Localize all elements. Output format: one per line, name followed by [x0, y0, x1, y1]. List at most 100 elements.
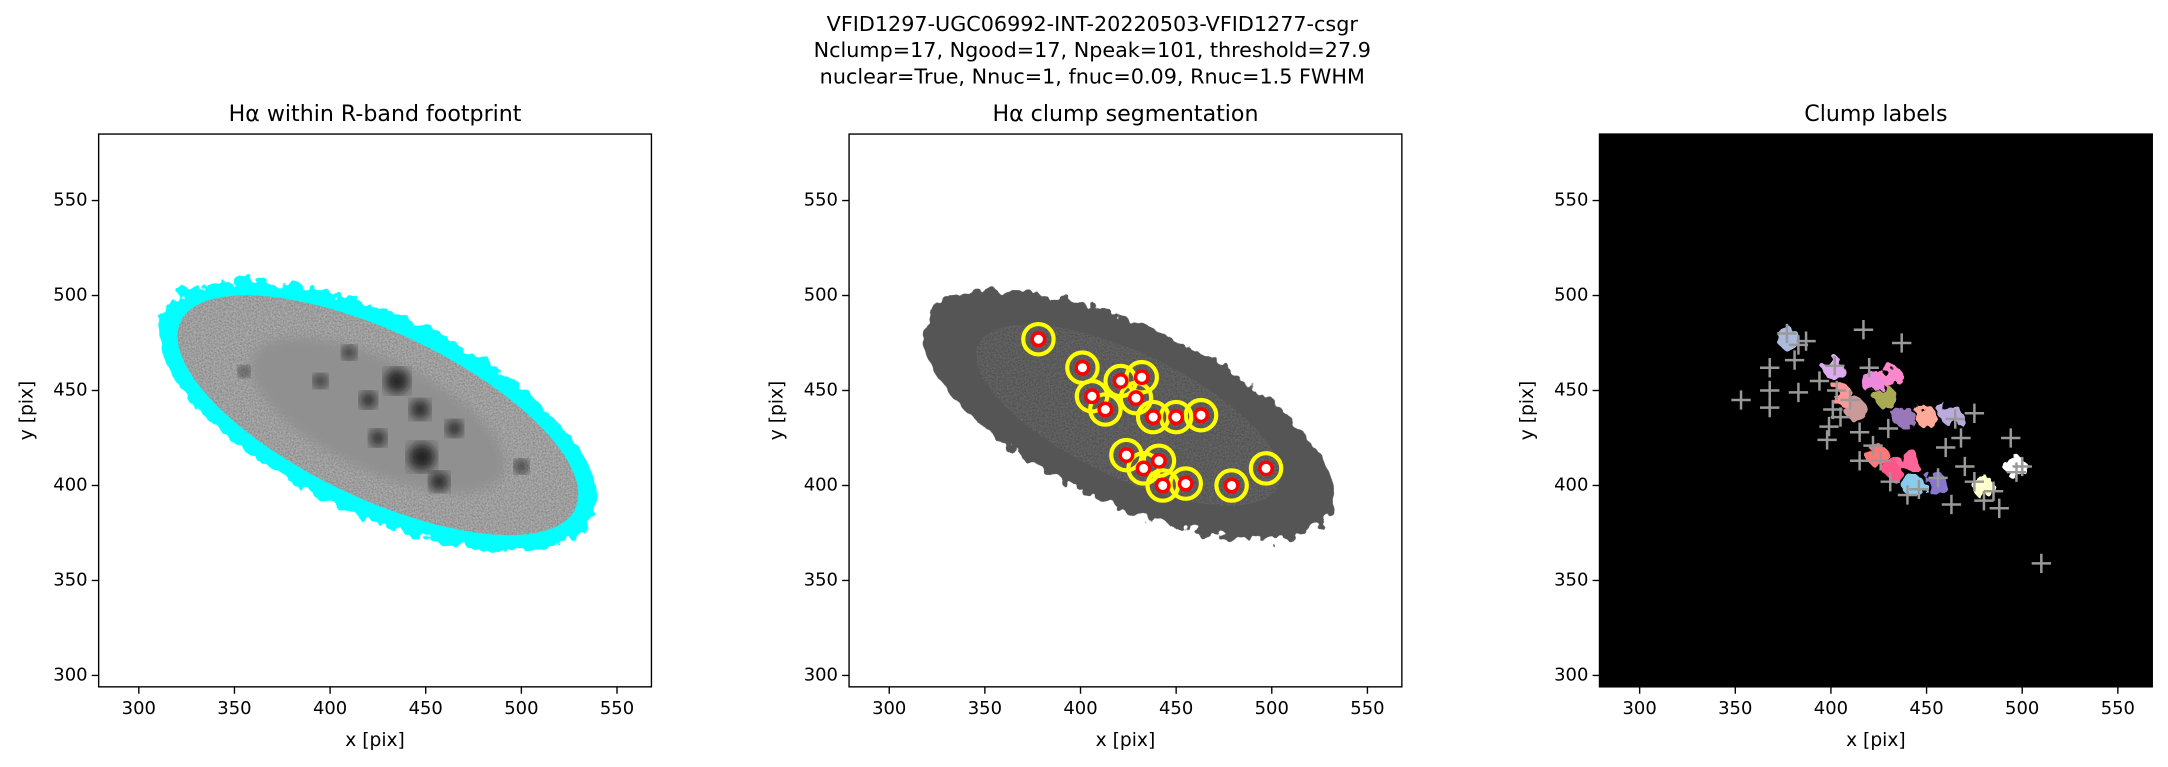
clump-marker	[1084, 388, 1100, 405]
clump-label	[1777, 328, 1800, 351]
bright-region	[238, 365, 250, 378]
clump-label	[1898, 449, 1921, 472]
clump-contour	[1088, 392, 1123, 427]
peak-marker	[1955, 456, 1975, 477]
clump-label	[1821, 356, 1844, 379]
peak-marker	[1880, 472, 1900, 492]
clump-contour	[1118, 380, 1154, 416]
x-tick-label: 300	[872, 698, 906, 719]
y-tick-label: 550	[804, 190, 838, 211]
y-axis-label: y [pix]	[16, 381, 37, 441]
peak-marker	[1796, 331, 1816, 351]
plot-area	[98, 134, 652, 687]
bright-region	[446, 420, 463, 437]
y-tick-label: 300	[1554, 664, 1588, 685]
peak-marker	[1892, 333, 1912, 353]
peak-marker	[1964, 403, 1985, 423]
y-tick-label: 350	[53, 569, 87, 590]
clump-contour	[1183, 397, 1219, 433]
peak-marker	[1849, 422, 1870, 442]
peak-marker	[1941, 494, 1962, 515]
galaxy-core	[250, 337, 505, 493]
peak-marker	[1819, 416, 1839, 437]
x-tick-label: 500	[2005, 698, 2039, 719]
peak-marker	[1951, 428, 1971, 448]
x-axis-label: x [pix]	[345, 730, 405, 751]
clump-marker	[1097, 401, 1114, 418]
peak-marker	[1777, 323, 1797, 344]
bright-region	[342, 345, 357, 360]
x-tick-label: 350	[968, 698, 1002, 719]
clump-marker	[1128, 390, 1144, 407]
x-tick-label: 350	[217, 698, 251, 719]
peak-marker	[1760, 380, 1780, 401]
x-tick-label: 400	[313, 698, 347, 719]
clump-marker	[1074, 359, 1091, 376]
bright-region	[429, 472, 449, 492]
clump-marker	[1030, 331, 1047, 348]
peak-marker	[1928, 468, 1948, 488]
x-tick-label: 450	[409, 698, 443, 719]
figure-title: Nclump=17, Ngood=17, Npeak=101, threshol…	[814, 38, 1371, 62]
peak-marker	[1878, 418, 1898, 439]
y-tick-label: 550	[1554, 190, 1588, 211]
x-tick-label: 450	[1909, 698, 1943, 719]
clump-marker	[1177, 475, 1194, 492]
clump-marker	[1150, 452, 1167, 469]
peak-marker	[1784, 350, 1805, 370]
x-tick-label: 500	[504, 698, 538, 719]
clump-contour	[1145, 468, 1181, 503]
clump-contour	[1021, 321, 1056, 357]
peak-marker	[1826, 380, 1847, 401]
axes-frame	[1598, 133, 2153, 688]
clump-label	[1875, 387, 1898, 410]
peak-marker	[1817, 430, 1837, 450]
peak-marker	[1863, 435, 1883, 456]
x-tick-label: 400	[1063, 698, 1097, 719]
x-tick-label: 550	[2101, 698, 2135, 719]
peak-marker	[1809, 371, 1830, 391]
y-tick-label: 450	[1554, 380, 1588, 401]
panel-title: Clump labels	[1804, 101, 1947, 127]
peak-marker	[2001, 428, 2021, 448]
peak-marker	[1760, 397, 1780, 418]
x-tick-label: 350	[1718, 698, 1752, 719]
clump-label	[1860, 369, 1883, 393]
y-tick-label: 400	[1554, 474, 1588, 495]
peak-marker	[1840, 390, 1860, 410]
clump-marker	[1135, 460, 1152, 477]
peak-marker	[1974, 491, 1994, 511]
y-tick-label: 400	[804, 474, 838, 495]
y-tick-label: 550	[53, 190, 87, 211]
peak-marker	[1825, 356, 1845, 376]
clump-marker	[1193, 407, 1209, 424]
clump-marker	[1223, 477, 1240, 494]
y-axis-label: y [pix]	[767, 381, 788, 441]
y-tick-label: 350	[804, 569, 838, 590]
peak-marker	[1849, 451, 1870, 471]
axes-background	[1599, 134, 2153, 687]
figure-title: nuclear=True, Nnuc=1, fnuc=0.09, Rnuc=1.…	[820, 64, 1365, 88]
x-axis-label: x [pix]	[1846, 730, 1906, 751]
clump-marker	[1112, 373, 1129, 389]
bright-region	[514, 459, 529, 474]
peak-marker	[2031, 553, 2052, 574]
plot-area	[1599, 134, 2153, 687]
peak-marker	[1870, 451, 1891, 471]
clump-label	[1902, 474, 1925, 497]
galaxy-core	[976, 324, 1281, 506]
peak-marker	[1897, 485, 1918, 505]
y-tick-label: 450	[53, 380, 87, 401]
clump-contour	[1248, 451, 1284, 486]
clump-marker	[1154, 477, 1171, 494]
x-tick-label: 500	[1255, 698, 1289, 719]
clump-label	[1925, 472, 1948, 495]
clump-contour	[1214, 468, 1249, 503]
bright-region	[313, 374, 328, 388]
figure-title: VFID1297-UGC06992-INT-20220503-VFID1277-…	[827, 12, 1359, 36]
clump-label	[1940, 404, 1963, 427]
peak-marker	[1936, 437, 1956, 458]
peak-marker	[2006, 462, 2027, 482]
clump-marker	[1168, 409, 1185, 426]
bright-region	[360, 391, 377, 409]
